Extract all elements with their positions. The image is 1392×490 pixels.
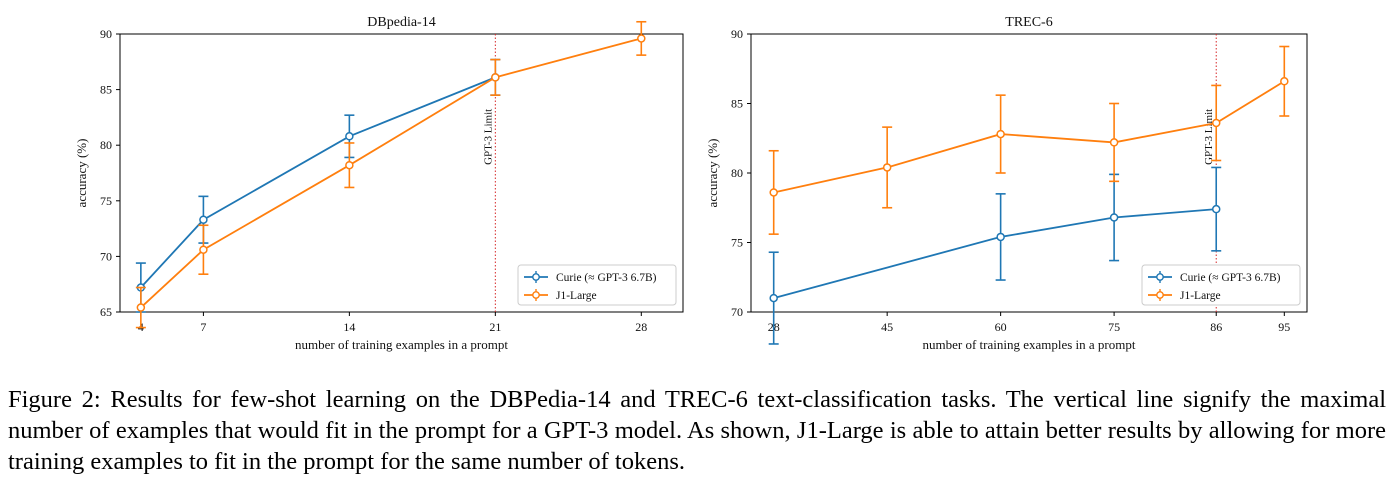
series-curie [135, 58, 501, 313]
series-j1-large [768, 45, 1290, 235]
x-tick-label: 14 [343, 320, 355, 334]
legend-item: Curie (≈ GPT-3 6.7B) [524, 271, 657, 284]
data-point [637, 34, 646, 43]
x-tick-label: 86 [1210, 320, 1222, 334]
y-tick-label: 85 [731, 97, 743, 111]
legend-label: Curie (≈ GPT-3 6.7B) [556, 272, 657, 284]
legend-swatch-marker [532, 291, 540, 299]
y-tick-label: 80 [731, 166, 743, 180]
legend-box [517, 264, 677, 306]
x-tick-label: 21 [489, 320, 501, 334]
legend-label: J1-Large [1180, 290, 1221, 302]
x-axis-label: number of training examples in a prompt [922, 337, 1135, 352]
x-tick-label: 60 [995, 320, 1007, 334]
data-point [345, 132, 354, 141]
gpt3-limit-label: GPT-3 Limit [482, 109, 494, 165]
legend-box [1141, 264, 1301, 306]
data-point [996, 129, 1005, 139]
x-axis-label: number of training examples in a prompt [295, 337, 508, 352]
legend-item: J1-Large [1148, 289, 1221, 302]
data-point [136, 303, 146, 312]
series-line [140, 76, 496, 289]
legend-swatch-marker [1156, 273, 1164, 281]
series-line [773, 208, 1217, 299]
chart-1: DBpedia-1465707580859047142128number of … [74, 15, 684, 352]
y-tick-label: 90 [100, 27, 112, 41]
data-point [996, 232, 1005, 242]
data-point [1211, 118, 1221, 128]
legend: Curie (≈ GPT-3 6.7B) J1-Large [517, 264, 677, 306]
chart-2: TREC-67075808590284560758695number of tr… [705, 15, 1308, 352]
legend-item: J1-Large [524, 289, 597, 302]
legend-label: J1-Large [556, 290, 597, 302]
figure-charts: DBpedia-1465707580859047142128number of … [74, 15, 1308, 352]
y-tick-label: 65 [100, 305, 112, 319]
data-point [199, 215, 208, 224]
plot-frame [119, 33, 684, 313]
x-tick-label: 28 [635, 320, 647, 334]
data-point [882, 163, 892, 172]
y-tick-label: 70 [731, 305, 743, 319]
legend: Curie (≈ GPT-3 6.7B) J1-Large [1141, 264, 1301, 306]
y-tick-label: 70 [100, 249, 112, 263]
y-tick-label: 75 [731, 236, 743, 250]
y-axis-label: accuracy (%) [74, 139, 89, 208]
data-point [1211, 204, 1221, 214]
x-tick-label: 75 [1108, 320, 1120, 334]
data-point [491, 73, 500, 82]
x-tick-label: 7 [200, 320, 206, 334]
data-point [769, 293, 778, 303]
x-tick-label: 45 [881, 320, 893, 334]
chart-title: TREC-6 [1005, 15, 1052, 30]
gpt3-limit-label: GPT-3 Limit [1203, 109, 1215, 165]
y-axis-label: accuracy (%) [705, 139, 720, 208]
series-j1-large [135, 20, 647, 329]
chart-title: DBpedia-14 [367, 15, 435, 30]
data-point [199, 245, 208, 254]
data-point [1109, 213, 1119, 222]
y-tick-label: 90 [731, 27, 743, 41]
data-point [1109, 138, 1119, 147]
series-line [773, 80, 1285, 194]
y-tick-label: 85 [100, 83, 112, 97]
data-point [1280, 77, 1289, 86]
legend-swatch-marker [532, 273, 540, 281]
legend-label: Curie (≈ GPT-3 6.7B) [1180, 272, 1281, 284]
y-tick-label: 80 [100, 138, 112, 152]
figure-caption: Figure 2: Results for few-shot learning … [8, 386, 1386, 475]
data-point [769, 188, 778, 197]
y-tick-label: 75 [100, 194, 112, 208]
legend-item: Curie (≈ GPT-3 6.7B) [1148, 271, 1281, 284]
series-curie [768, 166, 1222, 345]
data-point [345, 160, 354, 170]
legend-swatch-marker [1156, 291, 1164, 299]
x-tick-label: 95 [1278, 320, 1290, 334]
